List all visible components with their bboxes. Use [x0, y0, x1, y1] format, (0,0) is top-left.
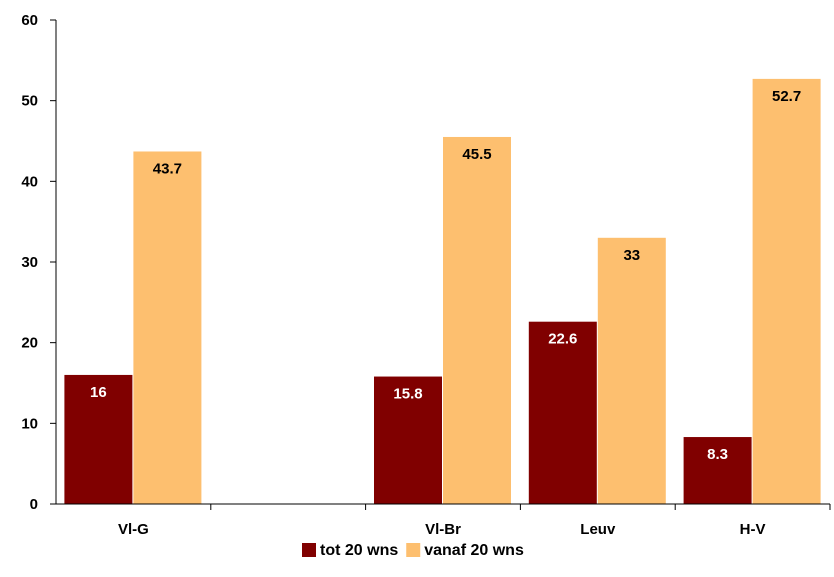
bar — [443, 136, 511, 504]
x-category-label: Vl-G — [118, 521, 149, 538]
bar — [683, 437, 752, 504]
bar — [597, 237, 666, 505]
x-category-label: H-V — [740, 521, 766, 538]
bar-value-label: 16 — [90, 384, 107, 401]
bar-value-label: 45.5 — [462, 146, 491, 163]
bar-value-label: 15.8 — [393, 386, 422, 403]
y-tick-label: 0 — [30, 496, 38, 513]
y-tick-label: 40 — [21, 173, 38, 190]
y-tick-label: 60 — [21, 12, 38, 29]
legend: tot 20 wns vanaf 20 wns — [302, 542, 524, 559]
y-axis: 0 10 20 30 40 50 60 — [21, 12, 57, 513]
legend-swatch — [302, 543, 316, 557]
y-tick-label: 30 — [21, 254, 38, 271]
bar — [374, 376, 442, 504]
x-axis: Vl-G Vl-Br Leuv H-V — [56, 503, 831, 538]
legend-label: vanaf 20 wns — [424, 542, 524, 559]
bar — [64, 374, 133, 504]
x-category-label: Vl-Br — [425, 521, 461, 538]
bar — [752, 78, 821, 505]
data-labels: 16 43.7 15.8 45.5 22.6 33 8.3 52.7 — [90, 88, 801, 463]
bar — [133, 151, 202, 504]
y-tick-label: 10 — [21, 415, 38, 432]
x-category-label: Leuv — [580, 521, 616, 538]
bar-value-label: 8.3 — [707, 446, 728, 463]
bar — [528, 321, 597, 504]
bars — [64, 78, 821, 505]
legend-swatch — [406, 543, 421, 557]
y-tick-label: 50 — [21, 93, 38, 110]
bar-value-label: 22.6 — [548, 331, 577, 348]
bar-value-label: 52.7 — [772, 88, 801, 105]
bar-value-label: 33 — [623, 247, 640, 264]
bar-value-label: 43.7 — [153, 160, 182, 177]
y-tick-label: 20 — [21, 335, 38, 352]
legend-label: tot 20 wns — [320, 542, 398, 559]
